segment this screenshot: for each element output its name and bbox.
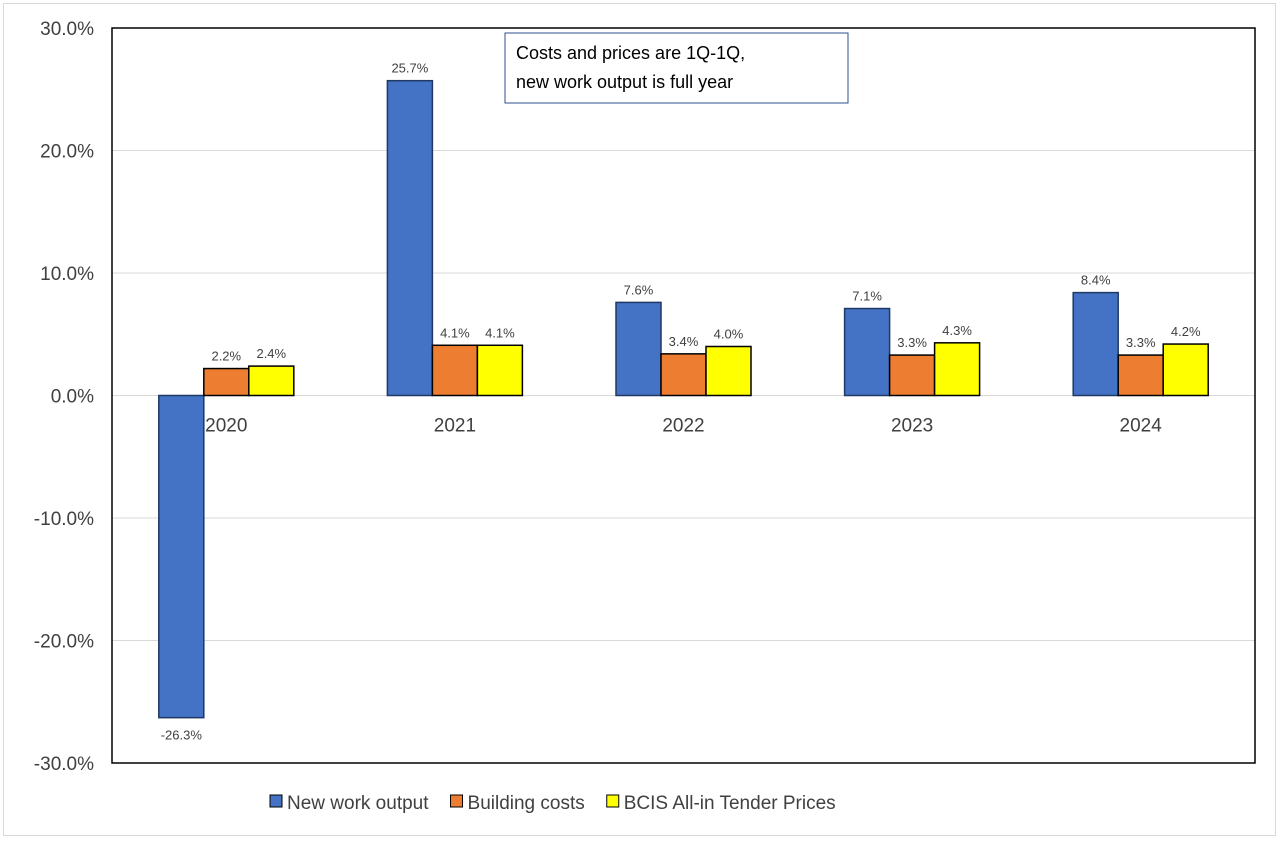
data-label: 3.3%: [897, 335, 927, 350]
y-tick-label: 30.0%: [40, 19, 94, 40]
bar: [386, 79, 434, 397]
data-label: 7.6%: [624, 282, 654, 297]
x-category-label: 2021: [434, 416, 476, 437]
bar: [203, 367, 250, 397]
bar: [1162, 343, 1209, 397]
bar: [431, 344, 479, 397]
bar: [1072, 291, 1119, 397]
y-tick-label: 20.0%: [40, 142, 94, 163]
legend-label: New work output: [287, 793, 429, 814]
bar: [1117, 354, 1164, 397]
legend-swatch: [269, 794, 283, 808]
data-label: -26.3%: [161, 728, 203, 743]
data-label: 2.4%: [256, 346, 286, 361]
y-tick-label: -20.0%: [34, 632, 94, 653]
x-category-label: 2023: [891, 416, 933, 437]
annotation-line-2: new work output is full year: [516, 72, 733, 92]
x-category-label: 2022: [662, 416, 704, 437]
data-label: 4.1%: [485, 325, 515, 340]
bar: [248, 365, 295, 397]
legend: New work output Building costs BCIS All-in…: [269, 793, 836, 814]
data-label: 4.0%: [714, 327, 744, 342]
bar: [933, 342, 981, 397]
data-label: 25.7%: [391, 61, 428, 76]
data-label: 4.3%: [942, 323, 972, 338]
bar: [660, 353, 707, 397]
y-tick-label: -10.0%: [34, 509, 94, 530]
bar: [158, 394, 205, 719]
legend-label: Building costs: [468, 793, 585, 814]
legend-swatch: [606, 794, 620, 808]
y-tick-label: 0.0%: [51, 387, 94, 408]
x-category-label: 2024: [1120, 416, 1163, 437]
data-label: 3.4%: [669, 334, 699, 349]
y-tick-label: 10.0%: [40, 264, 94, 285]
data-label: 4.1%: [440, 325, 470, 340]
annotation-line-1: Costs and prices are 1Q-1Q,: [516, 43, 745, 63]
bar: [888, 354, 936, 397]
legend-label: BCIS All-in Tender Prices: [624, 793, 836, 814]
bar: [476, 344, 524, 397]
bar: [615, 301, 662, 397]
bar: [705, 345, 752, 397]
legend-swatch: [450, 794, 464, 808]
bar: [843, 307, 891, 397]
annotation-box: Costs and prices are 1Q-1Q, new work out…: [504, 32, 849, 104]
data-label: 7.1%: [852, 289, 882, 304]
chart-border: [3, 3, 1276, 836]
y-tick-label: -30.0%: [34, 754, 94, 775]
plot-area-border: [111, 27, 1256, 764]
data-label: 8.4%: [1081, 273, 1111, 288]
x-category-label: 2020: [205, 416, 247, 437]
data-label: 4.2%: [1171, 324, 1201, 339]
data-label: 3.3%: [1126, 335, 1156, 350]
data-label: 2.2%: [211, 349, 241, 364]
